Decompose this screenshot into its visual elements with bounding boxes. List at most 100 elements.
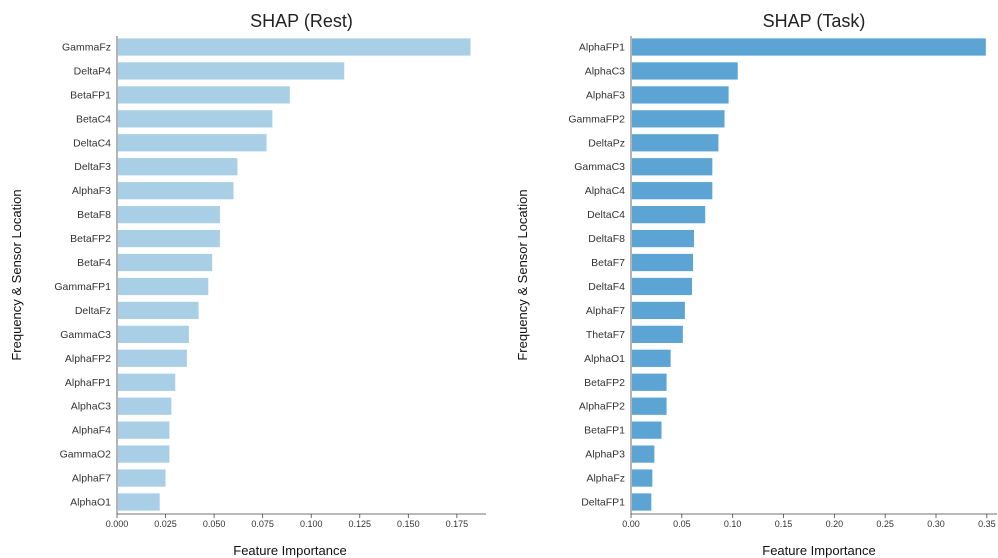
bar (118, 158, 238, 176)
category-label: DeltaFz (75, 305, 111, 317)
category-label: DeltaC4 (73, 137, 111, 149)
category-label: AlphaF4 (72, 425, 111, 437)
category-label: BetaFP2 (584, 377, 625, 389)
bar (118, 253, 213, 272)
bar (632, 421, 662, 439)
x-tick-label: 0.20 (826, 519, 844, 529)
x-axis-label: Feature Importance (233, 543, 346, 558)
bar (118, 182, 234, 200)
category-label: GammaFz (62, 42, 111, 54)
category-label: AlphaFP1 (65, 377, 111, 389)
x-tick-label: 0.000 (106, 519, 129, 529)
category-label: AlphaC3 (585, 65, 625, 77)
bar (632, 373, 667, 391)
x-tick-label: 0.075 (251, 519, 274, 529)
category-label: ThetaF7 (586, 329, 625, 341)
bar (632, 134, 719, 152)
bar (118, 469, 166, 487)
category-label: AlphaF7 (72, 473, 111, 485)
bar (632, 349, 671, 367)
category-label: DeltaF8 (588, 233, 625, 245)
category-label: DeltaFP1 (581, 497, 625, 509)
category-label: BetaF7 (591, 257, 625, 269)
y-axis-label: Frequency & Sensor Location (9, 189, 24, 360)
category-label: DeltaPz (588, 137, 625, 149)
category-label: AlphaF3 (586, 89, 625, 101)
x-tick-label: 0.00 (622, 519, 640, 529)
bar (632, 397, 667, 415)
bar (632, 206, 706, 224)
x-tick-label: 0.25 (876, 519, 894, 529)
category-label: AlphaO1 (584, 353, 625, 365)
x-tick-label: 0.15 (775, 519, 793, 529)
category-label: AlphaC3 (71, 401, 111, 413)
bar (632, 469, 653, 487)
bar (118, 62, 345, 80)
bar (118, 445, 170, 463)
bar (632, 158, 713, 176)
category-label: GammaFP2 (568, 113, 625, 125)
bar (632, 229, 695, 248)
chart-title: SHAP (Task) (763, 11, 866, 31)
x-tick-label: 0.05 (673, 519, 691, 529)
bar (118, 229, 220, 248)
chart-panel-1: SHAP (Rest) GammaFz DeltaP4 BetaFP1 BetaC4 De… (9, 11, 486, 558)
x-tick-label: 0.175 (446, 519, 469, 529)
x-tick-label: 0.025 (154, 519, 177, 529)
category-label: BetaC4 (76, 113, 111, 125)
x-tick-label: 0.35 (978, 519, 996, 529)
x-tick-label: 0.30 (927, 519, 945, 529)
category-label: GammaC3 (574, 161, 625, 173)
category-label: AlphaFz (586, 473, 625, 485)
category-label: DeltaF3 (74, 161, 111, 173)
category-label: BetaF8 (77, 209, 111, 221)
x-tick-label: 0.125 (348, 519, 371, 529)
bar (632, 38, 986, 56)
x-axis-label: Feature Importance (762, 543, 875, 558)
category-label: DeltaF4 (588, 281, 625, 293)
category-label: AlphaO1 (70, 497, 111, 509)
bar (632, 253, 694, 272)
category-label: BetaFP1 (70, 89, 111, 101)
bar (118, 277, 209, 296)
category-label: BetaFP1 (584, 425, 625, 437)
chart-panel-2: SHAP (Task) AlphaFP1 AlphaC3 AlphaF3 GammaFP… (515, 11, 997, 558)
bar (632, 301, 685, 320)
bar (118, 110, 273, 128)
bar (632, 493, 652, 511)
category-label: GammaO2 (60, 449, 112, 461)
bar (118, 86, 290, 104)
x-tick-label: 0.150 (397, 519, 420, 529)
bar (632, 86, 729, 104)
category-label: AlphaF3 (72, 185, 111, 197)
bar (118, 373, 176, 391)
x-tick-label: 0.050 (203, 519, 226, 529)
bar (118, 134, 267, 152)
category-label: BetaFP2 (70, 233, 111, 245)
bar (632, 445, 655, 463)
category-label: AlphaFP2 (579, 401, 625, 413)
category-label: AlphaFP1 (579, 42, 625, 54)
category-label: AlphaFP2 (65, 353, 111, 365)
bar (632, 182, 713, 200)
bar (632, 277, 692, 296)
bar (632, 325, 683, 343)
bar (118, 349, 187, 367)
chart-title: SHAP (Rest) (250, 11, 353, 31)
category-label: DeltaP4 (74, 65, 112, 77)
x-tick-label: 0.100 (300, 519, 323, 529)
category-label: GammaFP1 (54, 281, 111, 293)
bar (118, 301, 199, 320)
category-label: GammaC3 (60, 329, 111, 341)
category-label: AlphaF7 (586, 305, 625, 317)
bar (118, 325, 189, 343)
category-label: AlphaC4 (585, 185, 625, 197)
bar (118, 206, 220, 224)
bar (118, 38, 471, 56)
bar (118, 493, 160, 511)
bar (632, 110, 725, 128)
category-label: DeltaC4 (587, 209, 625, 221)
category-label: BetaF4 (77, 257, 111, 269)
x-tick-label: 0.10 (724, 519, 742, 529)
